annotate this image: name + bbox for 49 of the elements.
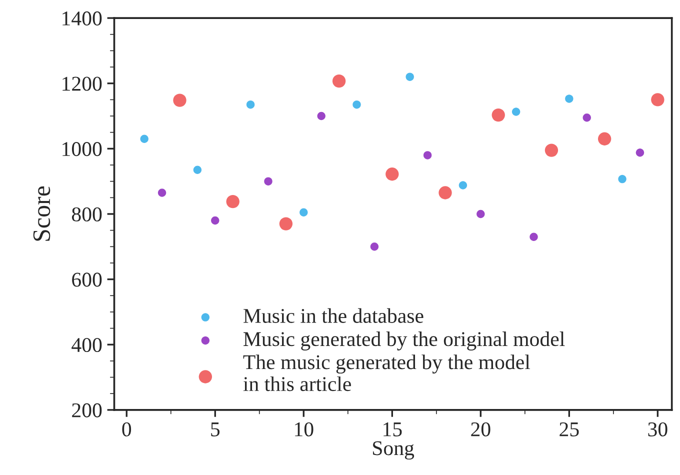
point [226,194,240,208]
y-tick-label: 1200 [62,76,102,91]
legend-label: Music generated by the original model [244,331,565,350]
point [211,216,220,225]
y-tick-label: 800 [72,207,102,222]
y-axis-title: Score [33,186,50,241]
point [193,166,202,174]
point [582,114,591,122]
point [246,100,255,109]
point [406,72,414,81]
point [332,74,346,88]
point [618,174,626,184]
point [636,148,644,157]
point [317,112,326,120]
x-tick-label: 25 [560,422,579,436]
point [565,94,574,103]
point [300,208,308,216]
point [386,168,399,181]
legend-label: Music in the database [244,308,424,323]
point [264,177,272,186]
point [544,144,558,157]
y-tick-label: 1400 [62,11,102,26]
point [423,151,432,160]
y-tick-label: 200 [72,403,102,418]
y-tick-label: 600 [72,272,102,287]
point [158,188,166,197]
point [370,242,379,251]
y-tick-label: 400 [72,338,102,352]
point [352,100,361,109]
point [492,108,505,122]
point [476,210,485,218]
point [512,108,520,116]
point [438,186,452,200]
x-tick-label: 0 [122,422,132,436]
point [458,181,468,190]
point [651,93,664,106]
point [279,217,293,230]
x-tick-label: 10 [295,422,314,436]
y-tick-label: 1000 [62,142,102,156]
point [173,94,186,107]
x-tick-label: 20 [471,422,490,436]
point [530,232,538,241]
x-tick-label: 15 [384,422,402,436]
x-tick-label: 5 [211,422,220,436]
x-tick-label: 30 [648,422,668,436]
point [140,134,148,143]
point [598,132,612,146]
x-axis-title: Song [373,441,414,460]
legend-label: The music generated by the model in this article [243,354,530,392]
